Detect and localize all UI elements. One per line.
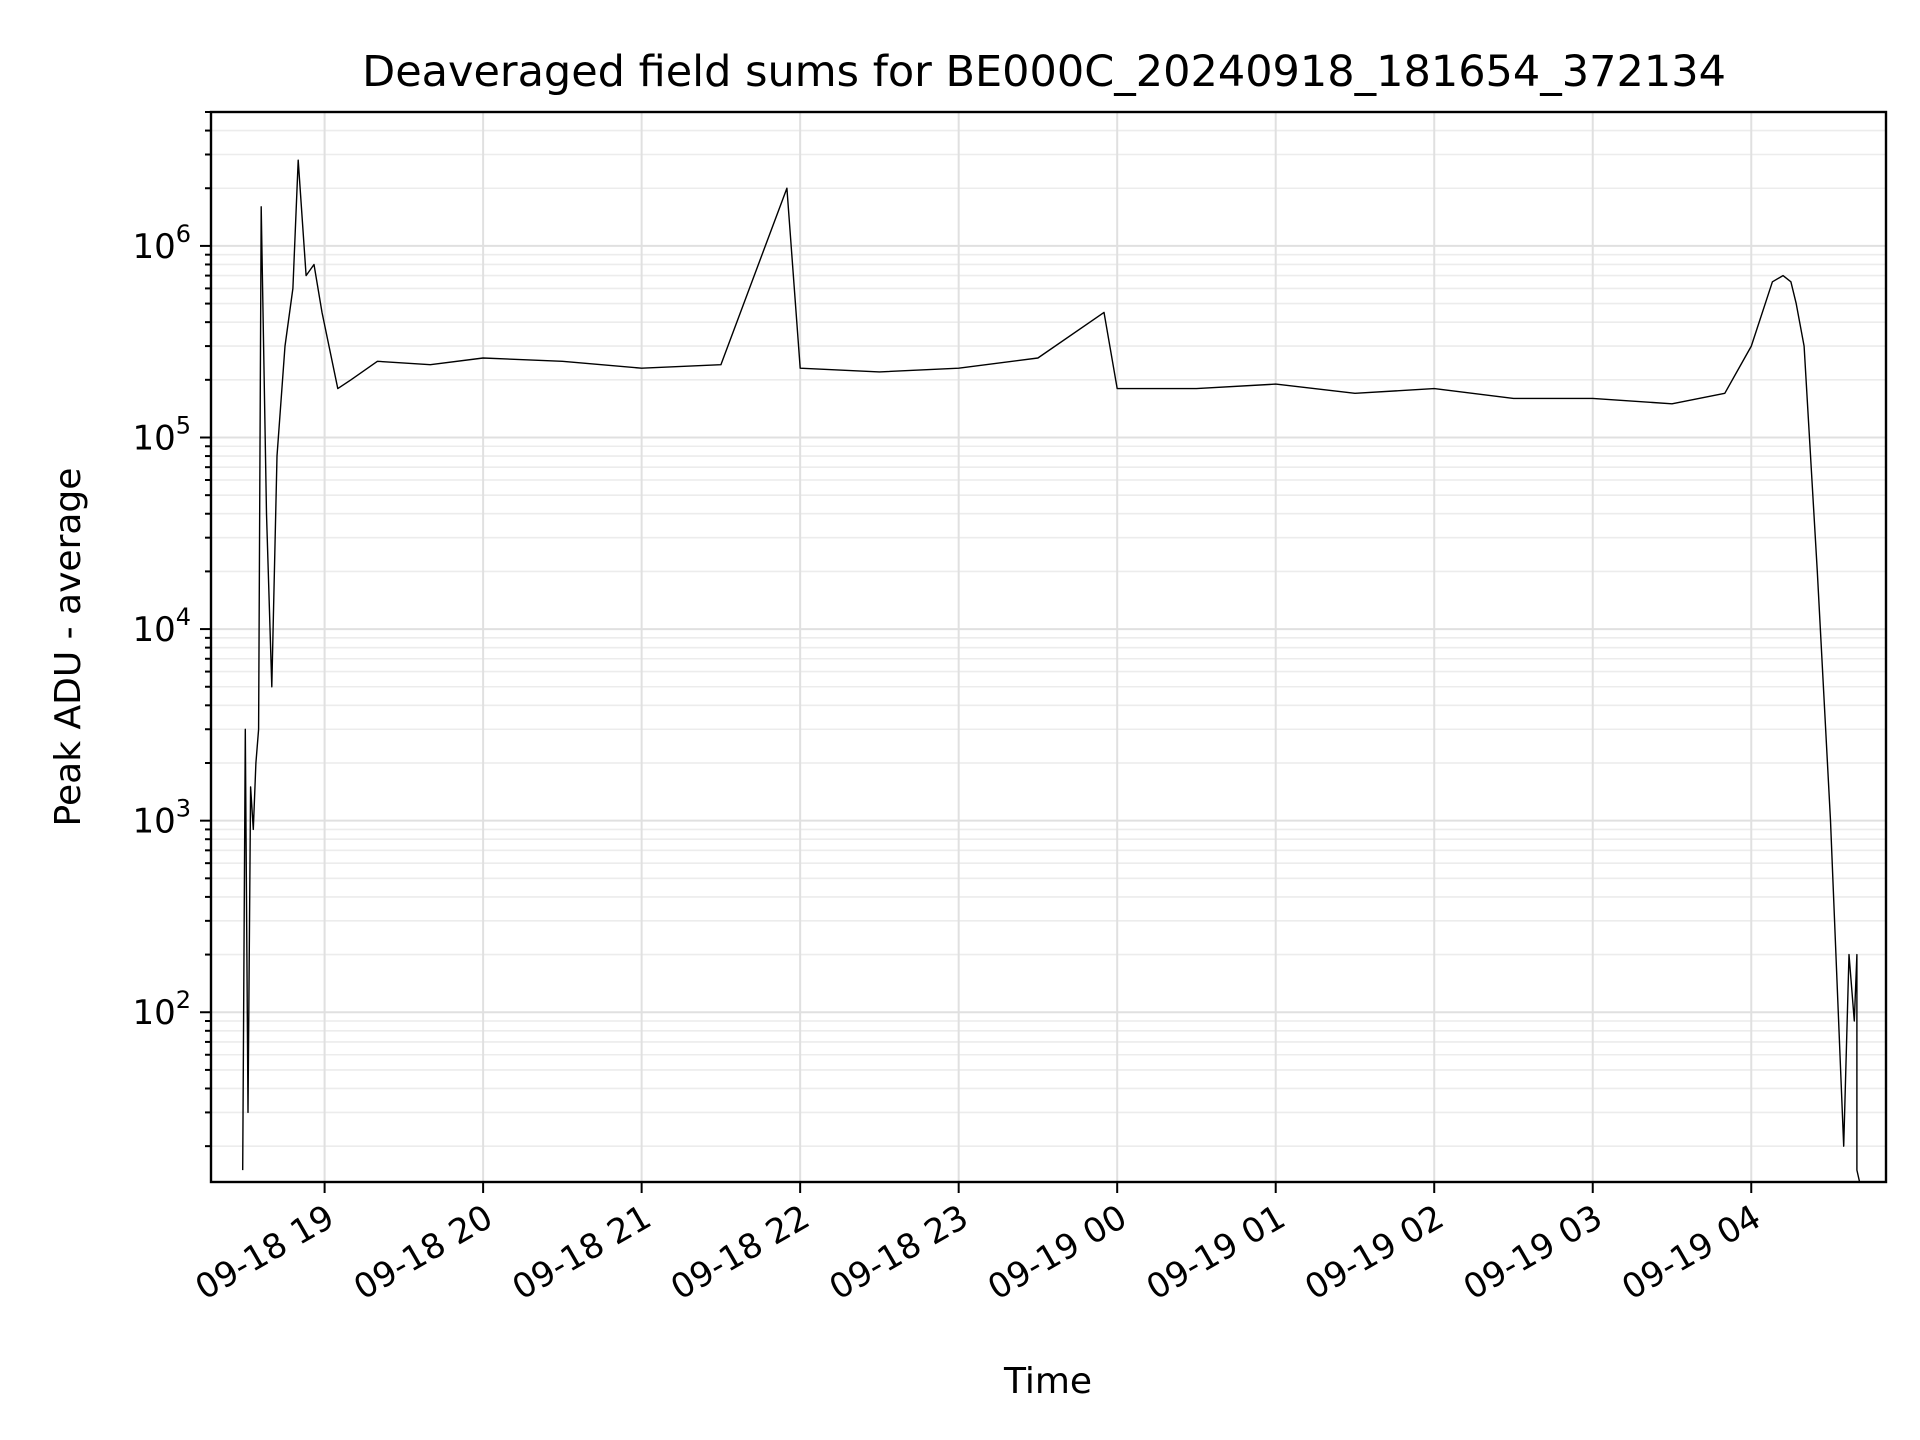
x-tick-label: 09-19 02 [1298, 1197, 1450, 1308]
y-tick-label: 104 [132, 603, 191, 650]
series-line [242, 159, 1861, 1183]
x-tick-label: 09-19 04 [1615, 1197, 1767, 1308]
x-axis-label: Time [1003, 1361, 1092, 1402]
y-tick-label: 105 [132, 411, 191, 458]
y-axis-label: Peak ADU - average [48, 468, 89, 827]
x-tick-label: 09-18 21 [506, 1197, 658, 1308]
y-tick-label: 106 [132, 220, 191, 267]
x-tick-label: 09-18 19 [189, 1197, 341, 1308]
y-tick-label: 102 [132, 986, 191, 1033]
chart-title: Deaveraged field sums for BE000C_2024091… [362, 47, 1726, 97]
x-tick-label: 09-18 20 [347, 1197, 499, 1308]
y-tick-label: 103 [132, 795, 191, 842]
x-tick-label: 09-18 22 [664, 1197, 816, 1308]
grid [211, 111, 1886, 1182]
x-tick-label: 09-19 00 [981, 1197, 1133, 1308]
x-tick-label: 09-18 23 [823, 1197, 975, 1308]
x-tick-label: 09-19 03 [1457, 1197, 1609, 1308]
x-tick-label: 09-19 01 [1140, 1197, 1292, 1308]
